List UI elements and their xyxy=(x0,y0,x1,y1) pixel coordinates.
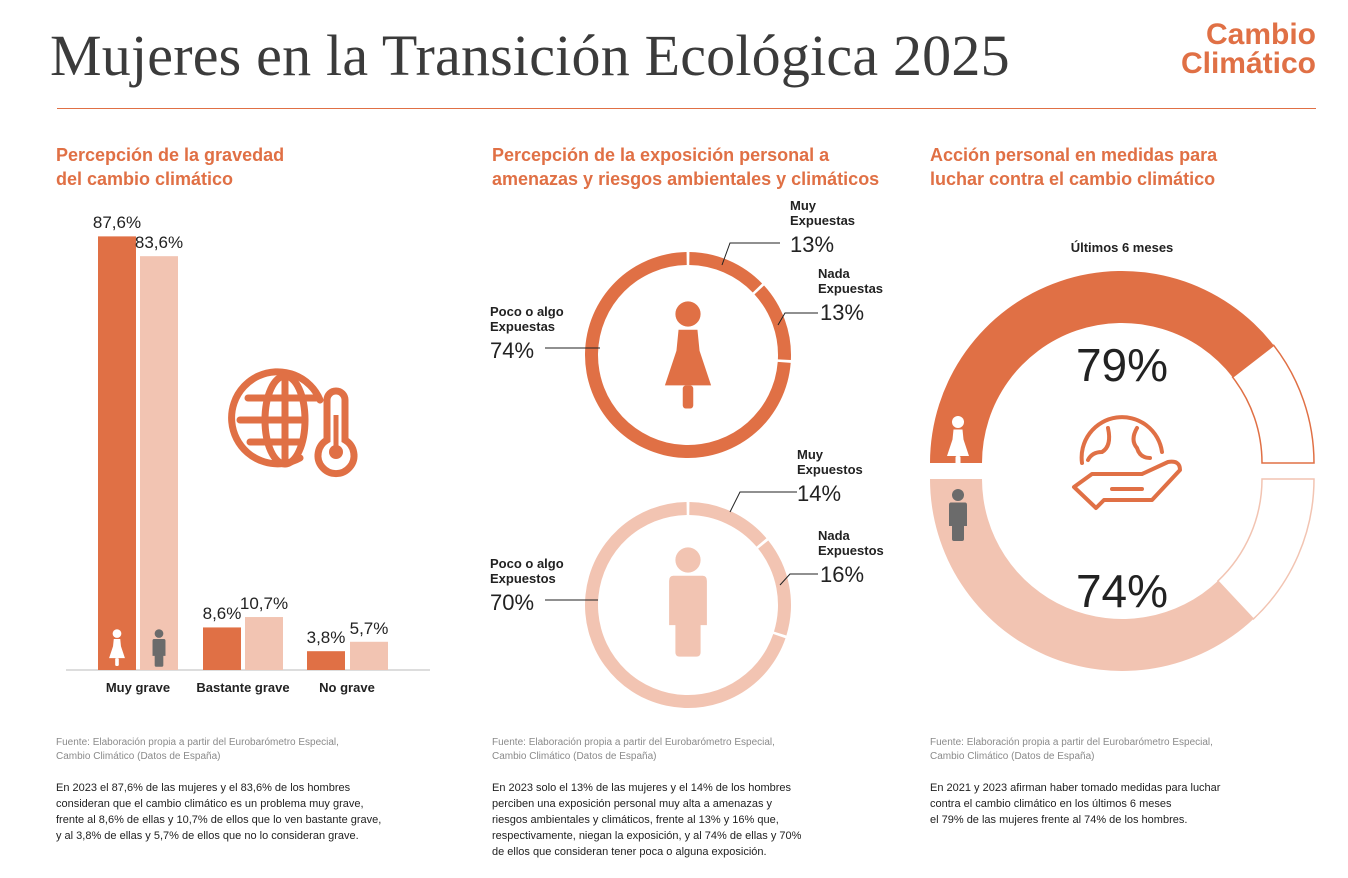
value-nada-expuestas: 13% xyxy=(820,300,865,325)
value-poco-expuestas: 74% xyxy=(490,338,535,363)
bar-women xyxy=(203,627,241,670)
bar-chart-heading: Percepción de la gravedad del cambio clim… xyxy=(56,143,284,191)
bar-value-label: 83,6% xyxy=(134,233,184,253)
leader-line xyxy=(721,242,780,266)
description-line: respectivamente, niegan la exposición, y… xyxy=(492,830,802,842)
label-muy-expuestas: Muy Expuestas xyxy=(790,198,856,228)
source-line: Cambio Climático (Datos de España) xyxy=(492,751,657,762)
donut-slice-women xyxy=(689,252,763,293)
description-text: En 2023 solo el 13% de las mujeres y el … xyxy=(492,780,801,860)
source-note: Fuente: Elaboración propia a partir del … xyxy=(56,736,339,764)
description-line: En 2023 solo el 13% de las mujeres y el … xyxy=(492,782,792,794)
bar-value-label: 10,7% xyxy=(239,594,289,614)
bar-men xyxy=(350,641,388,670)
bar-value-label: 5,7% xyxy=(349,618,389,638)
man-icon xyxy=(669,547,707,657)
value-muy-expuestos: 14% xyxy=(797,481,842,506)
bar-value-label: 87,6% xyxy=(92,213,142,233)
description-line: En 2023 el 87,6% de las mujeres y el 83,… xyxy=(56,782,351,794)
value-muy-expuestas: 13% xyxy=(790,232,835,257)
description-line: frente al 8,6% de ellas y 10,7% de ellos… xyxy=(56,814,382,826)
label-poco-expuestos: Poco o algo Expuestos xyxy=(490,556,564,586)
description-line: consideran que el cambio climático es un… xyxy=(56,798,364,810)
logo-line-2: Climático xyxy=(1180,47,1316,80)
source-line: Fuente: Elaboración propia a partir del … xyxy=(56,737,339,748)
leader-line xyxy=(779,573,818,586)
woman-icon xyxy=(664,301,712,409)
category-label: Bastante grave xyxy=(196,680,290,695)
value-poco-expuestos: 70% xyxy=(490,590,535,615)
description-line: de ellos que consideran tener poca o alg… xyxy=(492,846,767,858)
man-icon xyxy=(949,489,967,541)
bar-value-label: 3,8% xyxy=(306,628,346,648)
woman-icon xyxy=(109,629,125,666)
bar-women xyxy=(98,236,136,670)
donut-slice-men xyxy=(758,540,791,636)
description-line: contra el cambio climático en los último… xyxy=(930,798,1172,810)
source-line: Cambio Climático (Datos de España) xyxy=(930,751,1095,762)
header-divider xyxy=(57,108,1316,109)
bar-men xyxy=(245,617,283,670)
exposure-chart-heading: Percepción de la exposición personal a am… xyxy=(492,143,879,191)
donut-remainder-men xyxy=(1216,478,1315,621)
logo-line-1: Cambio xyxy=(1205,18,1316,51)
heading-line: Percepción de la exposición personal a xyxy=(492,145,830,165)
donut-segment-men xyxy=(930,479,1254,671)
chart-subtitle: Últimos 6 meses xyxy=(1070,240,1174,255)
leader-line xyxy=(777,312,818,326)
bar-men xyxy=(140,256,178,670)
logo: Cambio Climático xyxy=(1180,18,1316,80)
donut-remainder-women xyxy=(1231,344,1315,464)
heading-line: Percepción de la gravedad xyxy=(56,145,285,165)
globe-in-hand-icon xyxy=(1072,415,1182,510)
heading-line: luchar contra el cambio climático xyxy=(930,169,1216,189)
action-chart-heading: Acción personal en medidas para luchar co… xyxy=(930,143,1217,191)
source-line: Cambio Climático (Datos de España) xyxy=(56,751,221,762)
bar-value-label: 8,6% xyxy=(202,604,242,624)
source-line: Fuente: Elaboración propia a partir del … xyxy=(930,737,1213,748)
description-text: En 2021 y 2023 afirman haber tomado medi… xyxy=(930,780,1220,828)
description-line: riesgos ambientales y climáticos, frente… xyxy=(492,814,779,826)
description-text: En 2023 el 87,6% de las mujeres y el 83,… xyxy=(56,780,381,844)
source-note: Fuente: Elaboración propia a partir del … xyxy=(930,736,1213,764)
value-nada-expuestos: 16% xyxy=(820,562,865,587)
man-icon xyxy=(152,629,166,667)
heading-line: Acción personal en medidas para xyxy=(930,145,1218,165)
heading-line: del cambio climático xyxy=(56,169,234,189)
source-line: Fuente: Elaboración propia a partir del … xyxy=(492,737,775,748)
bar-women xyxy=(307,651,345,670)
page-title: Mujeres en la Transición Ecológica 2025 xyxy=(50,23,1010,88)
donut-slice-men xyxy=(689,502,767,547)
description-line: perciben una exposición personal muy alt… xyxy=(492,798,773,810)
heading-line: amenazas y riesgos ambientales y climáti… xyxy=(492,169,880,189)
leader-line xyxy=(729,491,797,513)
description-line: el 79% de las mujeres frente al 74% de l… xyxy=(930,814,1188,826)
donut-segment-women xyxy=(930,271,1274,463)
description-line: y al 3,8% de ellas y 5,7% de ellos que n… xyxy=(56,830,359,842)
globe-thermometer-icon xyxy=(228,368,358,478)
category-label: Muy grave xyxy=(105,680,171,695)
label-nada-expuestos: Nada Expuestos xyxy=(818,528,884,558)
category-label: No grave xyxy=(319,680,375,695)
woman-icon xyxy=(947,416,969,467)
value-men-action: 74% xyxy=(1075,565,1169,617)
label-muy-expuestos: Muy Expuestos xyxy=(797,447,863,477)
value-women-action: 79% xyxy=(1075,339,1169,391)
label-nada-expuestas: Nada Expuestas xyxy=(818,266,884,296)
source-note: Fuente: Elaboración propia a partir del … xyxy=(492,736,775,764)
description-line: En 2021 y 2023 afirman haber tomado medi… xyxy=(930,782,1221,794)
label-poco-expuestas: Poco o algo Expuestas xyxy=(490,304,564,334)
donut-slice-women xyxy=(754,285,791,361)
